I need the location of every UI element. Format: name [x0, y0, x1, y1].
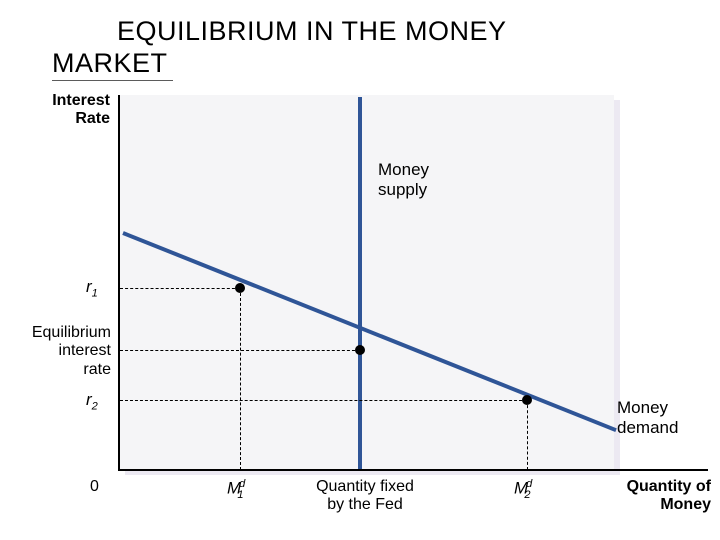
money-demand-label: Moneydemand [617, 398, 678, 437]
quantity-fixed-label: Quantity fixedby the Fed [310, 478, 420, 515]
money-demand-label-text: Moneydemand [617, 398, 678, 437]
r1-label: r1 [86, 277, 98, 299]
dashed-m2d [527, 400, 528, 470]
money-supply-line [358, 97, 362, 469]
slide-title-line1: EQUILIBRIUM IN THE MONEY [117, 16, 507, 47]
origin-label: 0 [90, 478, 99, 496]
dot-eq [355, 345, 365, 355]
money-supply-label-text: Moneysupply [378, 160, 429, 199]
title-underline [52, 80, 173, 81]
dashed-r2 [120, 400, 527, 401]
dashed-r1 [120, 288, 240, 289]
x-axis-label: Quantity ofMoney [606, 478, 711, 515]
plot-background [118, 95, 614, 470]
x-axis [118, 469, 708, 471]
y-axis [118, 95, 120, 470]
dot-r1-m1d [235, 283, 245, 293]
r2-sub: 2 [92, 400, 98, 412]
y-axis-label-text: InterestRate [52, 92, 110, 127]
dot-r2-m2d [522, 395, 532, 405]
r1-sub: 1 [92, 287, 98, 299]
equilibrium-label: Equilibriuminterestrate [6, 324, 111, 379]
r2-label: r2 [86, 390, 98, 412]
slide: { "title": { "line1": "EQUILIBRIUM IN TH… [0, 0, 720, 540]
x-axis-label-text: Quantity ofMoney [627, 478, 711, 513]
m2d-sub: 2 [524, 489, 530, 501]
m1d-label: Md1 [227, 478, 243, 501]
m1d-sub: 1 [237, 489, 243, 501]
y-axis-label: InterestRate [35, 92, 110, 129]
quantity-fixed-text: Quantity fixedby the Fed [316, 478, 414, 513]
equilibrium-label-text: Equilibriuminterestrate [32, 324, 111, 378]
m2d-label: Md2 [514, 478, 530, 501]
dashed-m1d [240, 288, 241, 470]
slide-title-line2: MARKET [52, 48, 168, 79]
money-supply-label: Moneysupply [378, 160, 429, 199]
